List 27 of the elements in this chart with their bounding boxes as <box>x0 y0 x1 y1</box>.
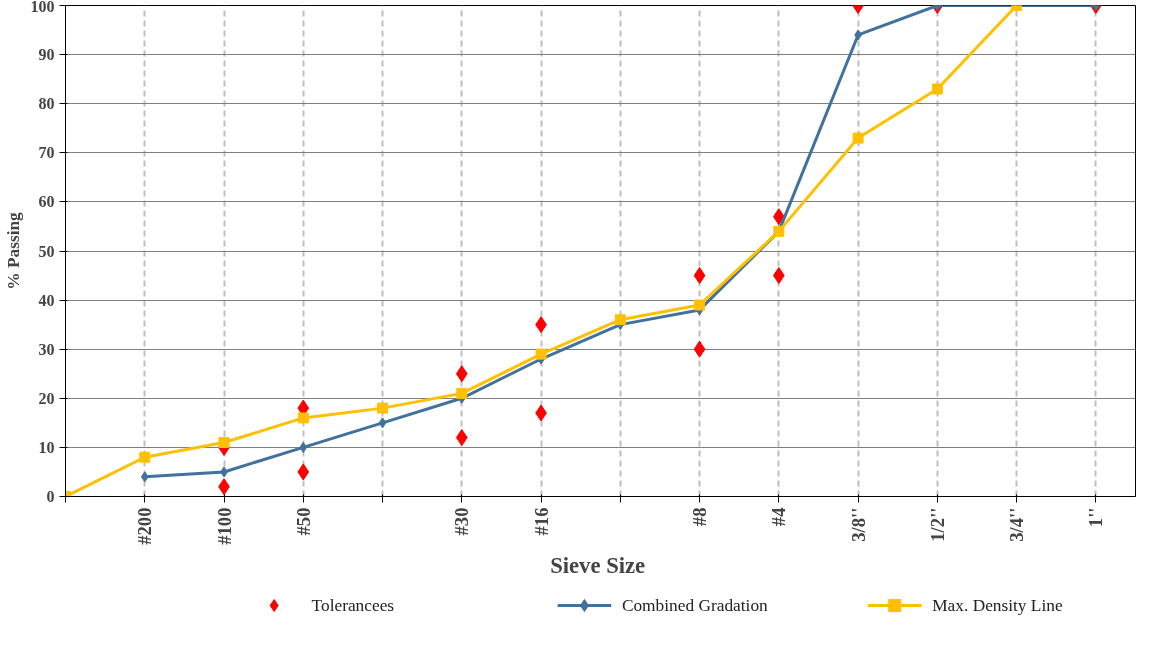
x-tick-label: #200 <box>134 507 156 545</box>
legend-label: Combined Gradation <box>621 596 769 615</box>
x-tick-label: #100 <box>213 507 235 545</box>
y-tick-label: 100 <box>30 0 55 15</box>
x-axis-title: Sieve Size <box>550 552 646 578</box>
y-tick-label: 60 <box>38 193 55 211</box>
x-tick-label: 1'' <box>1085 507 1107 528</box>
legend-label: Max. Density Line <box>932 596 1063 615</box>
y-tick-label: 80 <box>38 95 55 113</box>
y-tick-label: 0 <box>46 488 55 505</box>
x-tick-label: #30 <box>451 507 473 536</box>
x-tick-label: #50 <box>292 507 314 536</box>
y-tick-label: 20 <box>38 389 55 407</box>
y-tick-label: 90 <box>38 46 55 64</box>
y-tick-label: 40 <box>38 291 55 309</box>
y-tick-label: 50 <box>38 242 55 260</box>
y-tick-label: 70 <box>38 144 55 162</box>
y-axis-title: % Passing <box>3 211 23 290</box>
x-tick-label: #16 <box>530 507 552 536</box>
y-tick-label: 30 <box>38 340 55 358</box>
legend-label: Tolerancees <box>311 596 395 615</box>
x-tick-label: #4 <box>768 507 790 527</box>
x-tick-label: 3/8'' <box>847 507 869 542</box>
y-tick-label: 10 <box>38 438 55 456</box>
x-tick-label: 1/2'' <box>926 507 948 542</box>
x-tick-label: #8 <box>689 507 711 527</box>
x-tick-label: 3/4'' <box>1006 507 1028 542</box>
